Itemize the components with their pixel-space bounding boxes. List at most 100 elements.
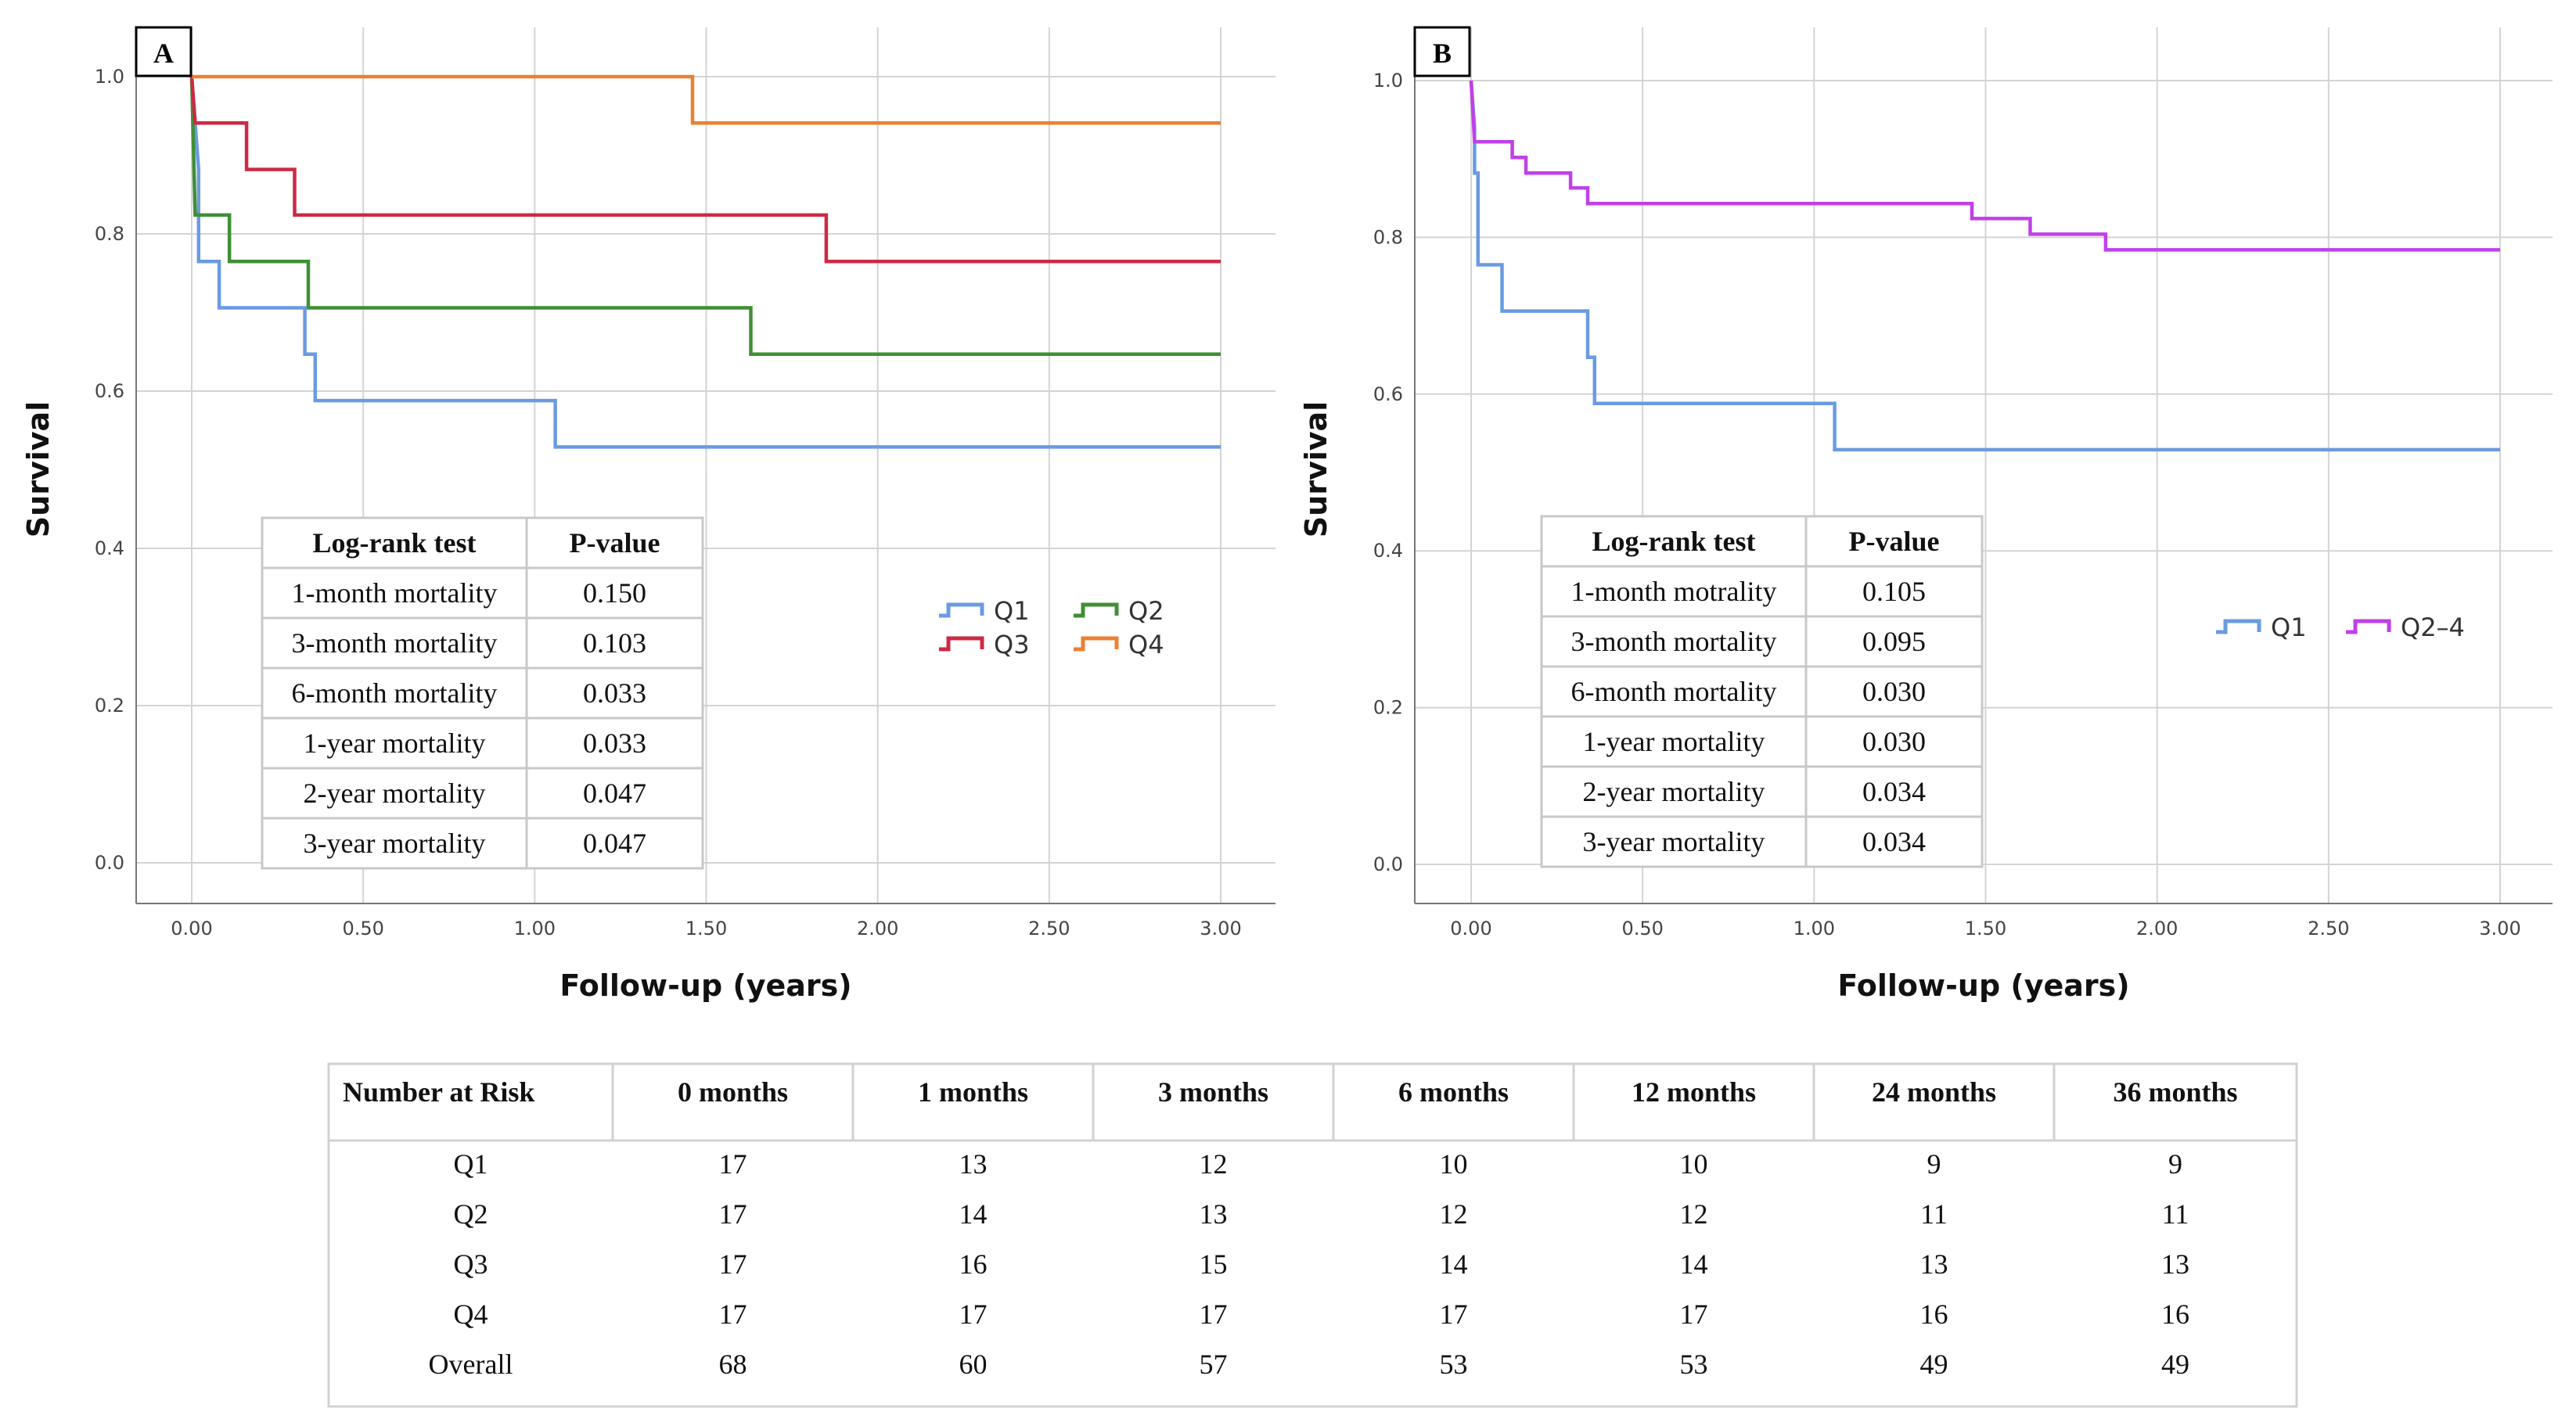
number-at-risk-table: Number at Risk 0 months 1 months 3 months 6 … [327, 1062, 2298, 1408]
risk-table-cell: 53 [1680, 1349, 1708, 1380]
risk-row-label: Q2 [454, 1198, 488, 1230]
legend-label: Q4 [1128, 630, 1164, 659]
y-tick-label: 0.6 [1373, 383, 1403, 405]
p-value-cell: 0.105 [1862, 576, 1926, 607]
legend-item-q3: Q3 [939, 630, 1030, 659]
risk-table-cell: 9 [2168, 1148, 2182, 1180]
y-tick-label: 0.6 [95, 380, 124, 402]
risk-table-cell: 14 [1440, 1248, 1468, 1280]
legend-item-q4: Q4 [1074, 630, 1164, 659]
panel-label-box [135, 26, 192, 77]
risk-table-cell: 49 [1920, 1349, 1948, 1380]
legend-item-q2: Q2 [1074, 596, 1164, 626]
log-rank-header: Log-rank test [1592, 526, 1756, 557]
y-tick-label: 0.4 [95, 537, 124, 559]
risk-table-cell: 16 [1920, 1299, 1948, 1330]
risk-table-cell: 17 [1680, 1299, 1708, 1330]
risk-table-header: 24 months [1872, 1076, 1996, 1108]
x-tick-label: 0.00 [1450, 918, 1491, 939]
risk-row-label: Q4 [454, 1299, 488, 1330]
legend-swatch [939, 636, 984, 652]
risk-table-cell: 57 [1200, 1349, 1228, 1380]
legend-item-q1: Q1 [2216, 613, 2307, 642]
x-tick-label: 1.50 [1965, 918, 2006, 939]
panel-label-box [1413, 26, 1471, 77]
log-rank-row-label: 1-year mortality [1583, 726, 1765, 757]
y-tick-label: 0.2 [95, 695, 124, 717]
log-rank-row-label: 6-month mortality [292, 677, 498, 709]
p-value-cell: 0.034 [1862, 776, 1926, 807]
risk-table-cell: 17 [719, 1198, 747, 1230]
x-axis-title: Follow-up (years) [559, 968, 851, 1003]
log-rank-row-label: 1-month motrality [1571, 576, 1777, 607]
risk-table-cell: 13 [2161, 1248, 2189, 1280]
log-rank-row-label: 6-month mortality [1571, 676, 1777, 707]
log-rank-row-label: 1-year mortality [304, 727, 486, 759]
log-rank-row-label: 3-year mortality [1583, 826, 1765, 857]
risk-table-header: 12 months [1632, 1076, 1756, 1108]
risk-table-header: Number at Risk [343, 1076, 534, 1108]
legend-swatch [1074, 602, 1119, 618]
series-line-q1 [1469, 80, 2500, 452]
panel-b: 0.00 0.50 1.00 1.50 2.00 2.50 3.00 0.0 0.2 0.4 0.6… [1299, 26, 2553, 1003]
x-tick-label: 3.00 [1200, 918, 1241, 939]
log-rank-table-frame [1540, 515, 1984, 868]
y-tick-label: 1.0 [1373, 70, 1403, 92]
legend-label: Q1 [2271, 613, 2307, 642]
legend-label: Q1 [994, 596, 1030, 626]
risk-table-cell: 16 [2161, 1299, 2189, 1330]
x-tick-label: 1.00 [514, 918, 556, 939]
risk-table-cell: 9 [1927, 1148, 1941, 1180]
log-rank-header: Log-rank test [313, 527, 477, 559]
risk-table-header: 36 months [2113, 1076, 2237, 1108]
p-value-cell: 0.047 [583, 778, 646, 809]
risk-table-cell: 11 [2162, 1198, 2189, 1230]
risk-table-cell: 17 [959, 1299, 988, 1330]
panel-label: A [153, 38, 174, 69]
risk-row-label: Q3 [454, 1248, 488, 1280]
series-line-q2–4 [1469, 80, 2500, 252]
risk-table-cell: 49 [2161, 1349, 2189, 1380]
x-tick-label: 1.00 [1793, 918, 1835, 939]
risk-table-cell: 13 [1920, 1248, 1948, 1280]
p-value-cell: 0.103 [583, 627, 646, 659]
p-value-header: P-value [1849, 526, 1940, 557]
y-tick-label: 0.2 [1373, 697, 1403, 719]
risk-table-cell: 17 [1440, 1299, 1468, 1330]
p-value-cell: 0.095 [1862, 626, 1926, 657]
x-tick-label: 2.50 [1028, 918, 1070, 939]
legend-item-q2–4: Q2–4 [2346, 613, 2465, 642]
risk-table-cell: 17 [719, 1248, 747, 1280]
risk-table-cell: 13 [959, 1148, 988, 1180]
risk-row-label: Overall [429, 1349, 513, 1380]
legend-swatch [2346, 619, 2391, 634]
y-tick-label: 1.0 [95, 66, 124, 88]
risk-table-cell: 16 [959, 1248, 988, 1280]
risk-table-cell: 68 [719, 1349, 747, 1380]
p-value-cell: 0.033 [583, 677, 646, 709]
legend-swatch [2216, 619, 2261, 634]
risk-table-cell: 12 [1440, 1198, 1468, 1230]
x-tick-label: 1.50 [685, 918, 727, 939]
log-rank-row-label: 2-year mortality [304, 778, 486, 809]
log-rank-row-label: 3-month mortality [292, 627, 498, 659]
y-tick-label: 0.0 [1373, 853, 1403, 875]
y-tick-label: 0.0 [95, 852, 124, 874]
log-rank-table-frame [261, 516, 704, 870]
risk-table-cell: 17 [719, 1148, 747, 1180]
x-tick-label: 2.00 [857, 918, 898, 939]
series-line-q1 [189, 76, 1221, 449]
risk-table-header: 0 months [678, 1076, 788, 1108]
risk-table-cell: 10 [1440, 1148, 1468, 1180]
log-rank-table: Log-rank test P-value 1-month motrality 0.1… [1540, 515, 1984, 868]
risk-table-cell: 60 [959, 1349, 988, 1380]
risk-table-cell: 53 [1440, 1349, 1468, 1380]
panel-label: B [1433, 38, 1452, 69]
panel-a: 0.00 0.50 1.00 1.50 2.00 2.50 3.00 0.0 0.2 0.4 0.6… [21, 26, 1275, 1003]
risk-table-header: 1 months [918, 1076, 1028, 1108]
log-rank-table: Log-rank test P-value 1-month mortality 0.1… [261, 516, 704, 870]
p-value-cell: 0.030 [1862, 726, 1926, 757]
log-rank-row-label: 3-year mortality [304, 828, 486, 859]
risk-table-cell: 10 [1680, 1148, 1708, 1180]
risk-table-header: 3 months [1158, 1076, 1268, 1108]
